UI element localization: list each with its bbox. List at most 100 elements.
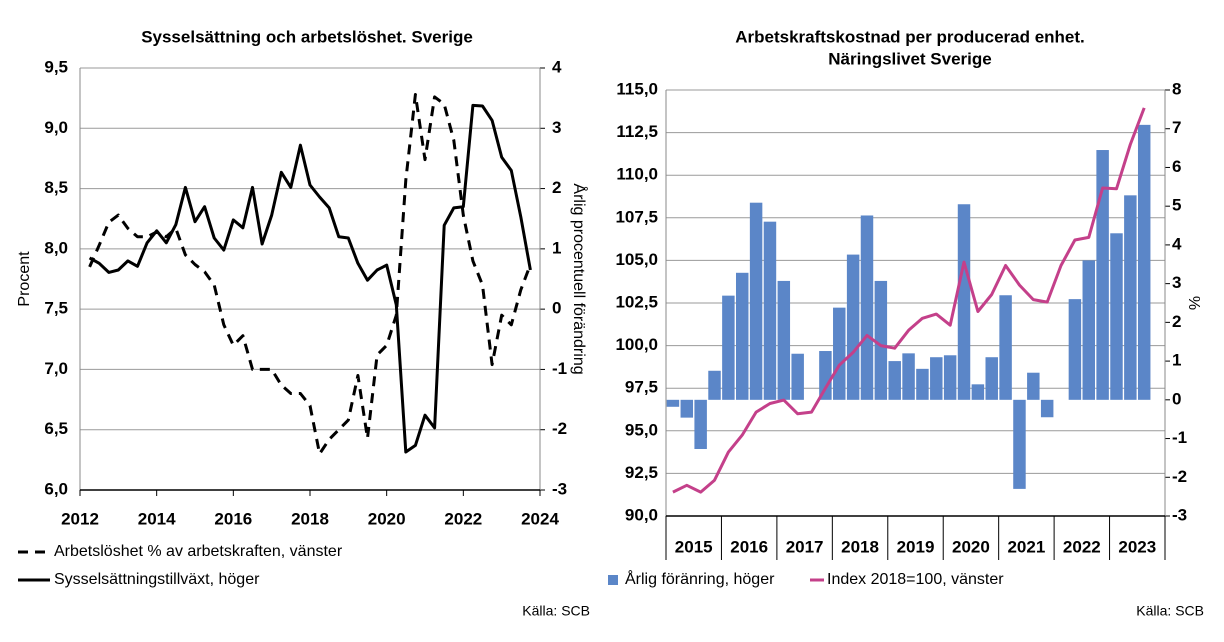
- y2-tick-label: -1: [552, 359, 567, 378]
- y2-tick-label: 3: [552, 118, 561, 137]
- y-tick-label: 6,5: [44, 419, 68, 438]
- y2-tick-label: 1: [552, 238, 561, 257]
- bar: [888, 361, 901, 400]
- y2-tick-label: 2: [552, 178, 561, 197]
- bar: [694, 399, 707, 450]
- x-tick-label: 2015: [675, 537, 713, 556]
- x-tick-label: 2012: [61, 509, 99, 528]
- source: Källa: SCB: [1136, 603, 1204, 619]
- bar: [735, 272, 749, 400]
- bar: [1137, 124, 1151, 400]
- y-tick-label: 110,0: [616, 165, 658, 184]
- x-tick-label: 2016: [214, 509, 252, 528]
- bar: [1068, 299, 1082, 400]
- y2-tick-label: -1: [1172, 428, 1187, 447]
- x-tick-label: 2022: [444, 509, 482, 528]
- y-tick-label: 112,5: [616, 122, 658, 141]
- line: [88, 93, 532, 456]
- x-tick-label: 2017: [786, 537, 824, 556]
- y2-tick-label: -3: [1172, 505, 1187, 524]
- x-tick-label: 2018: [841, 537, 879, 556]
- source: Källa: SCB: [522, 603, 590, 619]
- chart-title: Näringslivet Sverige: [828, 49, 991, 68]
- legend-label: Index 2018=100, vänster: [827, 571, 1004, 588]
- y2-tick-label: 3: [1172, 273, 1181, 292]
- bar: [1110, 233, 1123, 400]
- x-tick-label: 2016: [730, 537, 768, 556]
- bar: [1096, 150, 1109, 400]
- bar: [749, 202, 763, 400]
- bar: [1027, 372, 1040, 400]
- legend-label: Årlig föränring, höger: [625, 569, 775, 588]
- x-tick-label: 2020: [368, 509, 406, 528]
- x-tick-label: 2022: [1063, 537, 1101, 556]
- x-tick-label: 2021: [1007, 537, 1045, 556]
- bar: [985, 357, 998, 400]
- bar: [1124, 195, 1137, 400]
- y2-tick-label: -2: [552, 419, 567, 438]
- bar: [1013, 399, 1026, 489]
- chart-title: Sysselsättning och arbetslöshet. Sverige: [141, 27, 473, 46]
- legend-label: Sysselsättningstillväxt, höger: [54, 571, 260, 588]
- line: [672, 107, 1146, 494]
- y-tick-label: 9,0: [44, 118, 68, 137]
- x-tick-label: 2024: [521, 509, 559, 528]
- bar: [957, 204, 971, 400]
- y-tick-label: 115,0: [616, 79, 658, 98]
- legend-label: Arbetslöshet % av arbetskraften, vänster: [54, 543, 343, 560]
- bar: [722, 295, 735, 400]
- y-tick-label: 97,5: [625, 378, 658, 397]
- y-tick-label: 6,0: [44, 479, 68, 498]
- y2-tick-label: 4: [1172, 234, 1182, 253]
- bar: [999, 295, 1012, 400]
- y2-tick-label: 2: [1172, 312, 1181, 331]
- bar: [874, 280, 888, 400]
- bar: [777, 280, 791, 400]
- y-tick-label: 7,0: [44, 359, 68, 378]
- bar: [708, 370, 721, 400]
- legend-marker: [608, 575, 618, 585]
- x-tick-label: 2020: [952, 537, 990, 556]
- chart-title: Arbetskraftskostnad per producerad enhet…: [735, 27, 1085, 46]
- y2-tick-label: -2: [1172, 467, 1187, 486]
- y2-tick-label: 0: [552, 299, 561, 318]
- y2-tick-label: 7: [1172, 118, 1181, 137]
- bar: [846, 254, 860, 400]
- bar: [791, 353, 804, 400]
- bar: [833, 307, 846, 400]
- x-tick-label: 2018: [291, 509, 329, 528]
- y2-tick-label: 5: [1172, 196, 1181, 215]
- y2-tick-label: 1: [1172, 351, 1181, 370]
- y2-axis-label: %: [1185, 296, 1202, 310]
- y-tick-label: 105,0: [615, 250, 658, 269]
- x-tick-label: 2019: [897, 537, 935, 556]
- bar: [916, 368, 929, 400]
- bar: [930, 357, 943, 400]
- line: [88, 103, 532, 454]
- y2-axis-label: Årlig procentuell förändring: [570, 183, 589, 374]
- bar: [943, 355, 957, 400]
- y-tick-label: 100,0: [615, 335, 658, 354]
- y-axis-label: Procent: [16, 251, 33, 307]
- y-tick-label: 90,0: [625, 505, 658, 524]
- y-tick-label: 92,5: [625, 463, 658, 482]
- x-tick-label: 2014: [138, 509, 176, 528]
- y-tick-label: 102,5: [615, 292, 658, 311]
- bar: [819, 351, 832, 400]
- x-tick-label: 2023: [1118, 537, 1156, 556]
- bar: [680, 399, 694, 418]
- y2-tick-label: 6: [1172, 157, 1181, 176]
- bar: [860, 215, 874, 400]
- y2-tick-label: -3: [552, 479, 567, 498]
- y-tick-label: 95,0: [625, 420, 658, 439]
- y2-tick-label: 0: [1172, 389, 1181, 408]
- y-tick-label: 8,0: [44, 238, 68, 257]
- y2-tick-label: 4: [552, 57, 562, 76]
- bar: [902, 353, 915, 400]
- y-tick-label: 9,5: [44, 57, 68, 76]
- bar: [1082, 260, 1096, 400]
- y-tick-label: 107,5: [615, 207, 658, 226]
- bar: [971, 384, 985, 400]
- bar: [763, 221, 777, 400]
